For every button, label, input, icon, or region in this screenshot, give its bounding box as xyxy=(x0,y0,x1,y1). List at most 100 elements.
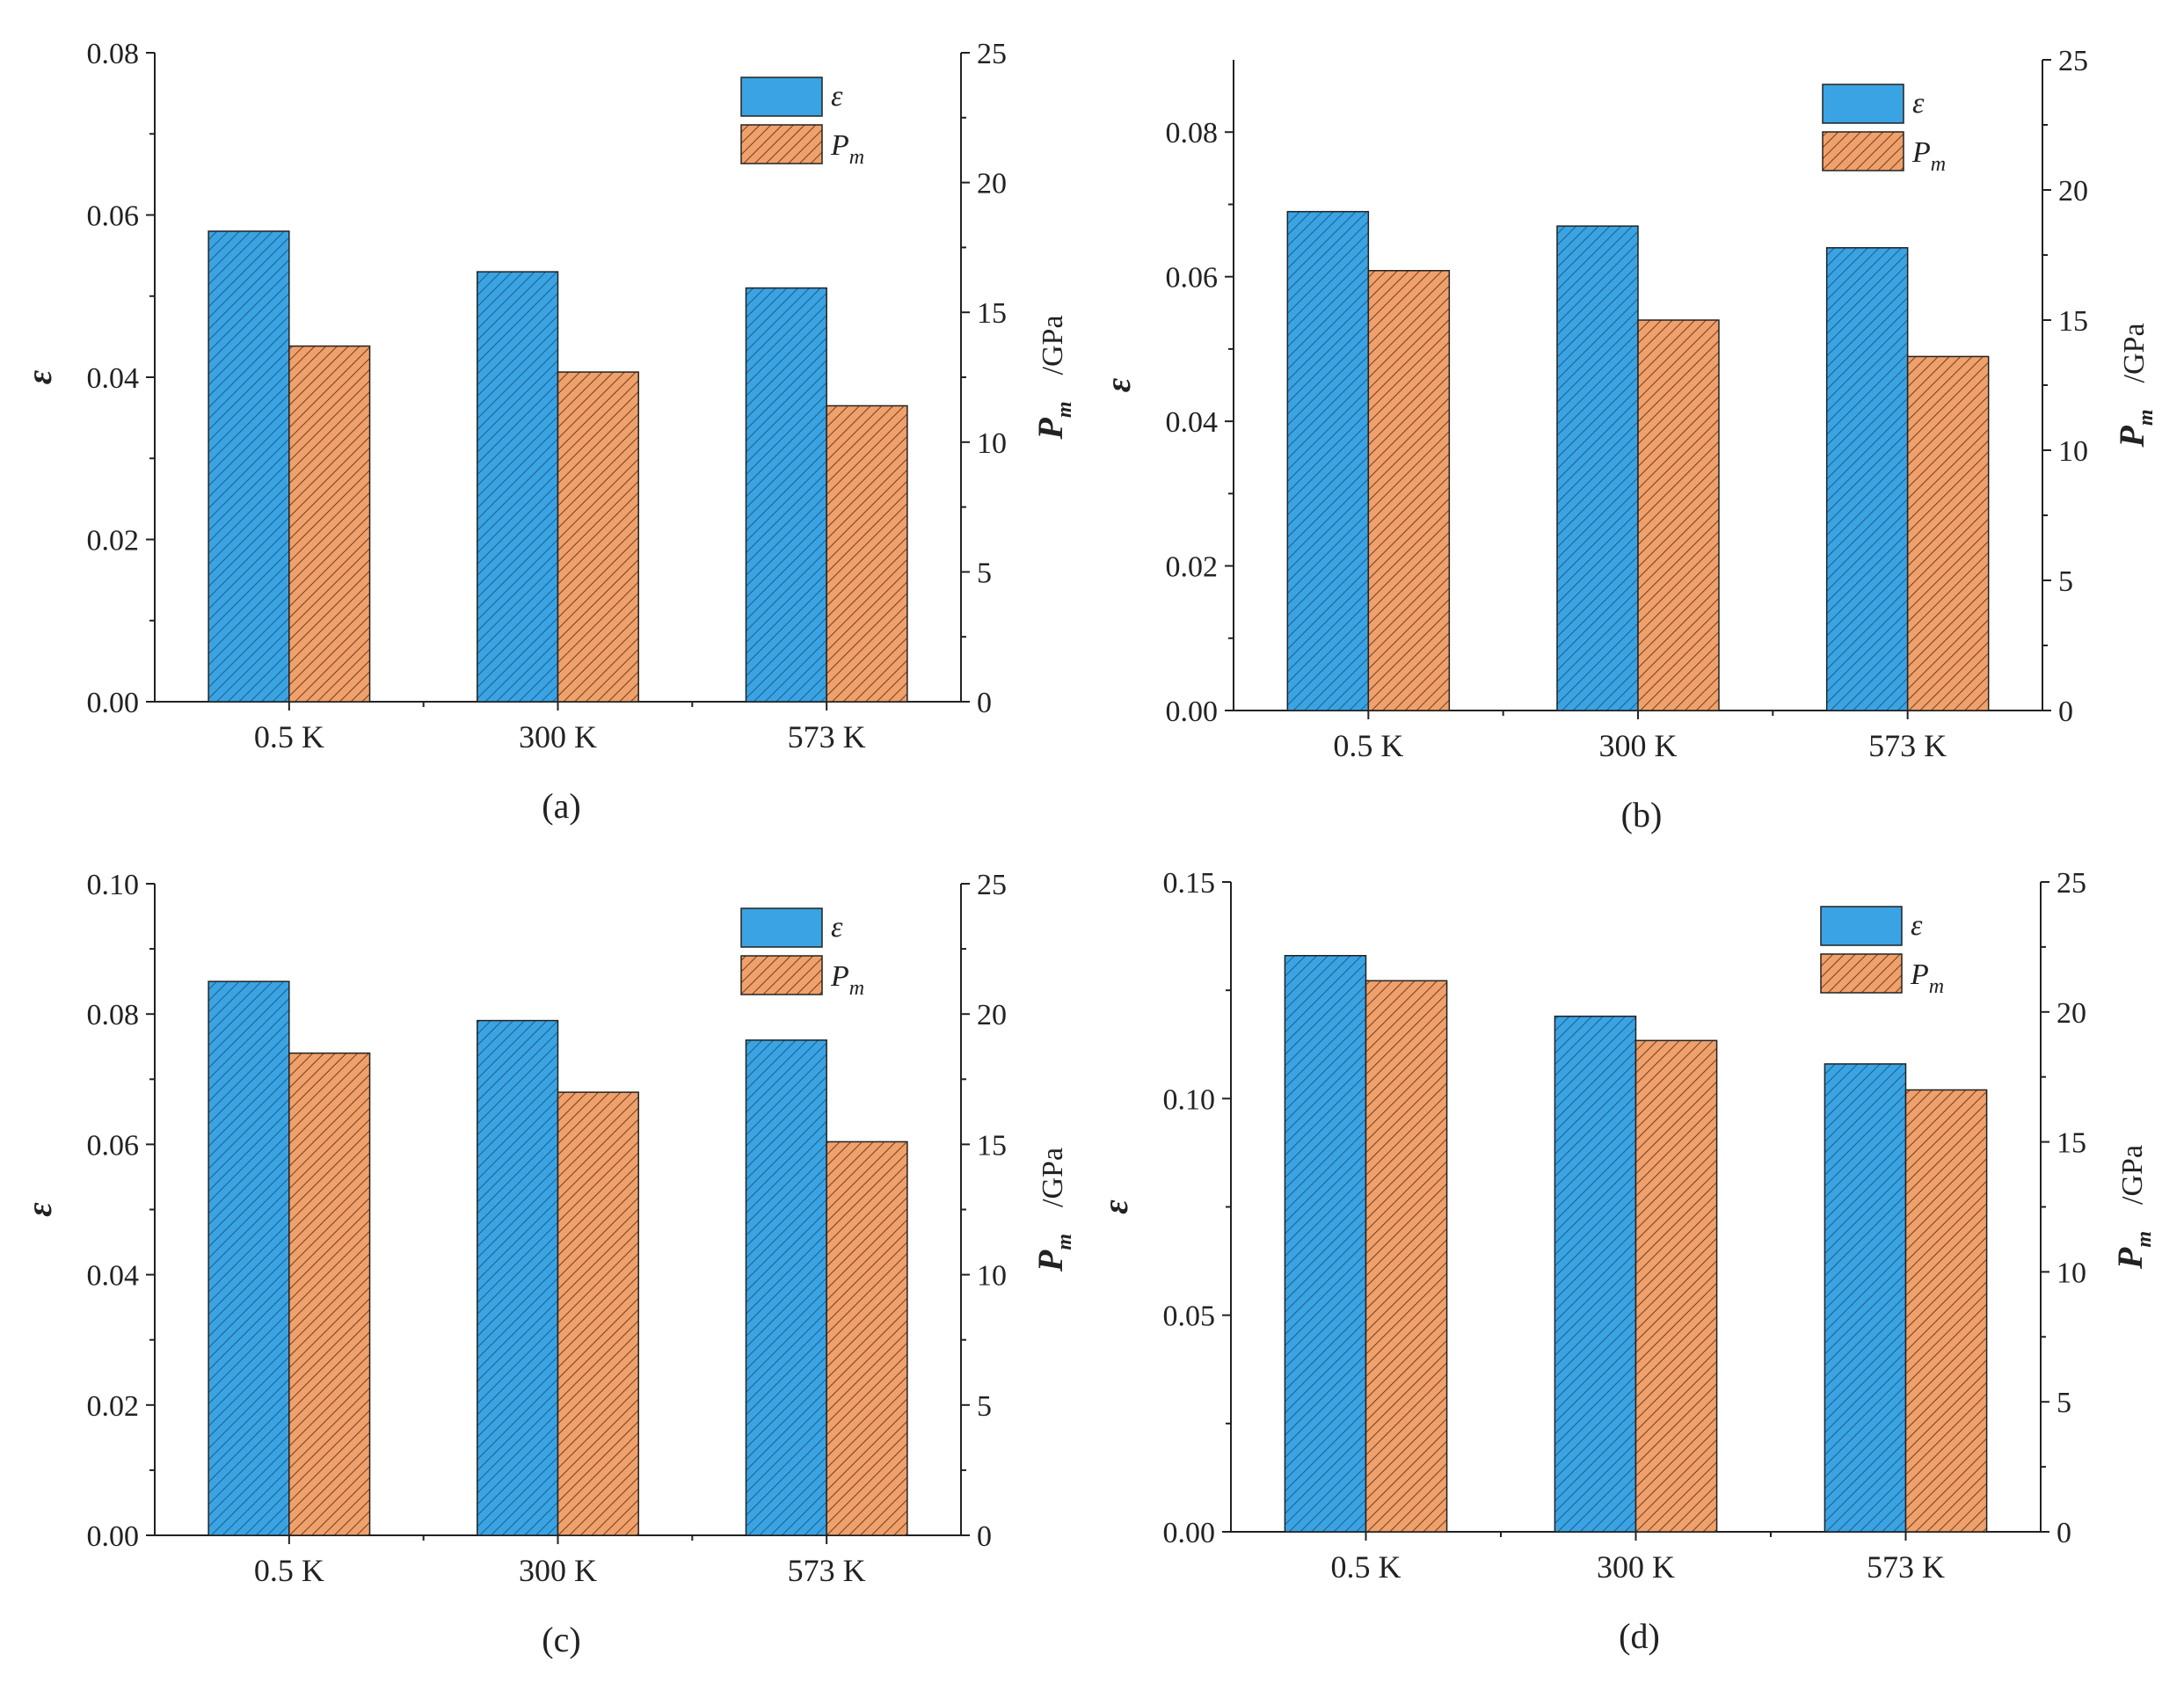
left-tick-label: 0.08 xyxy=(1166,117,1219,149)
bar-pm-2 xyxy=(826,1141,908,1536)
legend-swatch-pm xyxy=(1820,953,1903,994)
right-tick-label: 10 xyxy=(977,427,1007,460)
left-axis-label: ε xyxy=(1098,377,1138,392)
panel-label: (a) xyxy=(542,786,580,826)
bar-pm-1 xyxy=(557,1091,639,1536)
left-axis-label: ε xyxy=(19,1202,59,1217)
bar-epsilon-1 xyxy=(477,1019,559,1536)
bar-pm-1 xyxy=(1637,319,1720,711)
left-tick-label: 0.04 xyxy=(87,1260,140,1293)
bar-epsilon-1 xyxy=(1554,1015,1637,1533)
legend-label-pm: Pm xyxy=(830,960,864,1000)
left-tick-label: 0.02 xyxy=(87,525,140,557)
x-tick-label: 300 K xyxy=(1599,728,1678,763)
right-tick-label: 5 xyxy=(977,557,992,589)
legend-label-epsilon: ε xyxy=(831,80,843,113)
right-axis-label: Pm/GPa xyxy=(1030,315,1076,440)
left-tick-label: 0.06 xyxy=(1166,262,1219,295)
right-tick-label: 5 xyxy=(2058,565,2073,598)
right-axis-label-sub: m xyxy=(2133,1231,2156,1248)
panel-label: (c) xyxy=(542,1620,580,1659)
legend-label-epsilon: ε xyxy=(1911,909,1923,942)
legend-swatch-pm xyxy=(740,124,823,164)
x-tick-label: 573 K xyxy=(1867,1549,1945,1585)
x-tick-label: 0.5 K xyxy=(1333,728,1403,763)
right-tick-label: 5 xyxy=(2057,1387,2071,1419)
bar-epsilon-0 xyxy=(1284,955,1367,1533)
chart-panels: 0.00 0.02 0.04 0.06 0.08 0 5 10 15 20 25 0.5 K 300 K… xyxy=(19,38,2158,1659)
x-tick-label: 0.5 K xyxy=(254,719,324,754)
left-tick-label: 0.00 xyxy=(1163,1517,1216,1549)
bar-epsilon-2 xyxy=(1824,1063,1907,1533)
bar-pm-2 xyxy=(1904,1089,1988,1533)
bar-pm-0 xyxy=(288,345,371,703)
right-tick-label: 15 xyxy=(977,297,1007,330)
chart-panel-3: 0.00 0.02 0.04 0.06 0.08 0.10 0 5 10 15 20 25 0.5 K 3… xyxy=(19,869,1076,1659)
right-tick-label: 25 xyxy=(2058,45,2088,77)
panel-label: (b) xyxy=(1621,795,1663,834)
x-tick-label: 573 K xyxy=(788,719,866,754)
legend-label-pm-var: P xyxy=(830,960,849,993)
right-tick-label: 0 xyxy=(2058,696,2073,728)
bar-pm-1 xyxy=(1634,1039,1718,1533)
legend-label-pm: Pm xyxy=(1911,136,1946,176)
right-axis-label-var: P xyxy=(1030,1250,1070,1272)
left-tick-label: 0.00 xyxy=(1166,696,1219,728)
bar-epsilon-2 xyxy=(745,287,827,703)
left-tick-label: 0.10 xyxy=(87,869,140,901)
bar-epsilon-1 xyxy=(477,271,559,703)
legend-label-pm-sub: m xyxy=(1929,975,1944,998)
legend-label-pm-var: P xyxy=(830,129,849,162)
right-tick-label: 10 xyxy=(2057,1257,2086,1289)
right-tick-label: 20 xyxy=(2057,997,2086,1030)
bar-epsilon-2 xyxy=(745,1039,827,1536)
legend-label-pm-var: P xyxy=(1911,136,1931,169)
right-axis-label-sub: m xyxy=(2135,409,2158,426)
legend-label-pm-sub: m xyxy=(849,977,864,1000)
legend-label-epsilon: ε xyxy=(1912,87,1925,120)
right-axis-label-unit: /GPa xyxy=(2116,1145,2149,1205)
legend-swatch-epsilon xyxy=(740,77,823,117)
left-tick-label: 0.02 xyxy=(87,1390,140,1423)
legend-swatch-epsilon xyxy=(1822,84,1904,124)
right-tick-label: 10 xyxy=(977,1260,1007,1293)
bar-epsilon-1 xyxy=(1556,225,1639,711)
left-tick-label: 0.15 xyxy=(1163,867,1216,900)
left-tick-label: 0.00 xyxy=(87,1520,140,1553)
right-tick-label: 25 xyxy=(977,38,1007,70)
right-axis-label-var: P xyxy=(2110,1247,2150,1270)
legend-swatch-pm xyxy=(1822,131,1904,171)
right-axis-label-var: P xyxy=(1030,418,1070,441)
legend-label-pm-sub: m xyxy=(1931,153,1946,176)
left-tick-label: 0.04 xyxy=(87,362,140,395)
right-tick-label: 0 xyxy=(977,1520,992,1553)
right-tick-label: 20 xyxy=(977,999,1007,1031)
chart-panel-1: 0.00 0.02 0.04 0.06 0.08 0 5 10 15 20 25 0.5 K 300 K… xyxy=(19,38,1076,826)
left-tick-label: 0.10 xyxy=(1163,1083,1216,1116)
left-axis-label: ε xyxy=(19,369,59,384)
left-tick-label: 0.08 xyxy=(87,38,140,70)
right-tick-label: 25 xyxy=(2057,867,2086,900)
x-tick-label: 0.5 K xyxy=(254,1553,324,1588)
bar-epsilon-0 xyxy=(207,230,290,703)
left-tick-label: 0.04 xyxy=(1166,406,1219,439)
right-tick-label: 20 xyxy=(977,168,1007,200)
legend-label-pm-sub: m xyxy=(849,146,864,169)
legend-swatch-epsilon xyxy=(740,907,823,948)
right-axis-label: Pm/GPa xyxy=(1030,1148,1076,1272)
right-axis-label: Pm/GPa xyxy=(2112,323,2158,448)
right-tick-label: 25 xyxy=(977,869,1007,901)
left-axis-label: ε xyxy=(1096,1199,1135,1214)
x-tick-label: 573 K xyxy=(788,1553,866,1588)
bar-pm-2 xyxy=(826,404,908,703)
right-tick-label: 5 xyxy=(977,1390,992,1423)
left-tick-label: 0.00 xyxy=(87,687,140,719)
bar-epsilon-0 xyxy=(1286,210,1370,711)
x-tick-label: 300 K xyxy=(1597,1549,1675,1585)
right-tick-label: 15 xyxy=(977,1129,1007,1162)
right-axis-label-var: P xyxy=(2112,426,2151,448)
right-axis-label: Pm/GPa xyxy=(2110,1145,2156,1270)
bar-pm-0 xyxy=(288,1052,371,1536)
right-tick-label: 0 xyxy=(977,687,992,719)
